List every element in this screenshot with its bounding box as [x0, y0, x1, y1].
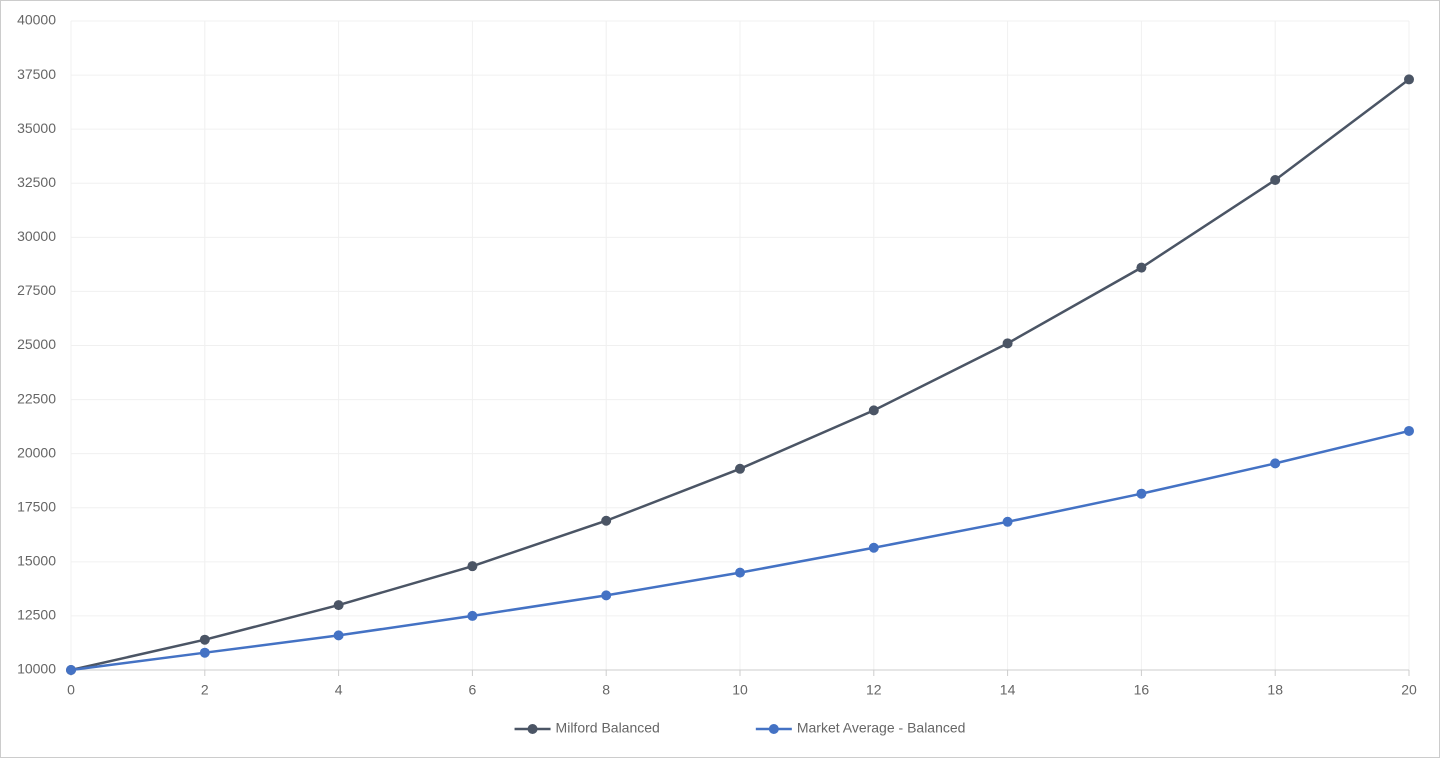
data-point	[199, 647, 210, 658]
data-point	[1002, 338, 1013, 349]
y-tick-label: 17500	[17, 498, 56, 514]
y-tick-label: 22500	[17, 390, 56, 406]
data-point	[601, 515, 612, 526]
data-point	[868, 405, 879, 416]
y-tick-label: 30000	[17, 228, 56, 244]
x-tick-label: 4	[335, 682, 343, 698]
x-tick-label: 12	[866, 682, 882, 698]
data-point	[467, 610, 478, 621]
legend-item: Milford Balanced	[514, 720, 660, 736]
legend-label: Milford Balanced	[556, 720, 660, 736]
y-tick-label: 20000	[17, 444, 56, 460]
x-tick-label: 2	[201, 682, 209, 698]
x-tick-label: 18	[1267, 682, 1283, 698]
x-tick-label: 16	[1134, 682, 1150, 698]
y-tick-label: 37500	[17, 66, 56, 82]
data-point	[1404, 425, 1414, 436]
legend-label: Market Average - Balanced	[797, 720, 966, 736]
x-tick-label: 14	[1000, 682, 1016, 698]
y-tick-label: 32500	[17, 174, 56, 190]
data-point	[1136, 488, 1147, 499]
y-tick-label: 25000	[17, 336, 56, 352]
legend-item: Market Average - Balanced	[755, 720, 966, 736]
data-point	[1404, 74, 1414, 85]
y-tick-label: 40000	[17, 12, 56, 28]
y-tick-label: 27500	[17, 282, 56, 298]
y-tick-label: 12500	[17, 607, 56, 623]
y-tick-label: 15000	[17, 553, 56, 569]
data-point	[868, 542, 879, 553]
data-point	[66, 665, 76, 675]
legend-marker	[527, 724, 538, 734]
data-point	[735, 463, 745, 474]
data-point	[1002, 516, 1013, 527]
data-point	[467, 561, 478, 572]
data-point	[1270, 175, 1281, 186]
x-tick-label: 6	[469, 682, 477, 698]
x-tick-label: 20	[1401, 682, 1417, 698]
data-point	[333, 630, 344, 641]
x-tick-label: 8	[602, 682, 610, 698]
y-tick-label: 10000	[17, 661, 56, 677]
x-tick-label: 0	[67, 682, 75, 698]
data-point	[735, 567, 745, 578]
x-tick-label: 10	[732, 682, 748, 698]
data-point	[333, 600, 344, 611]
data-point	[601, 590, 612, 601]
legend-marker	[768, 724, 779, 734]
y-tick-label: 35000	[17, 120, 56, 136]
data-point	[199, 634, 210, 645]
data-point	[1136, 262, 1147, 273]
data-point	[1270, 458, 1281, 469]
